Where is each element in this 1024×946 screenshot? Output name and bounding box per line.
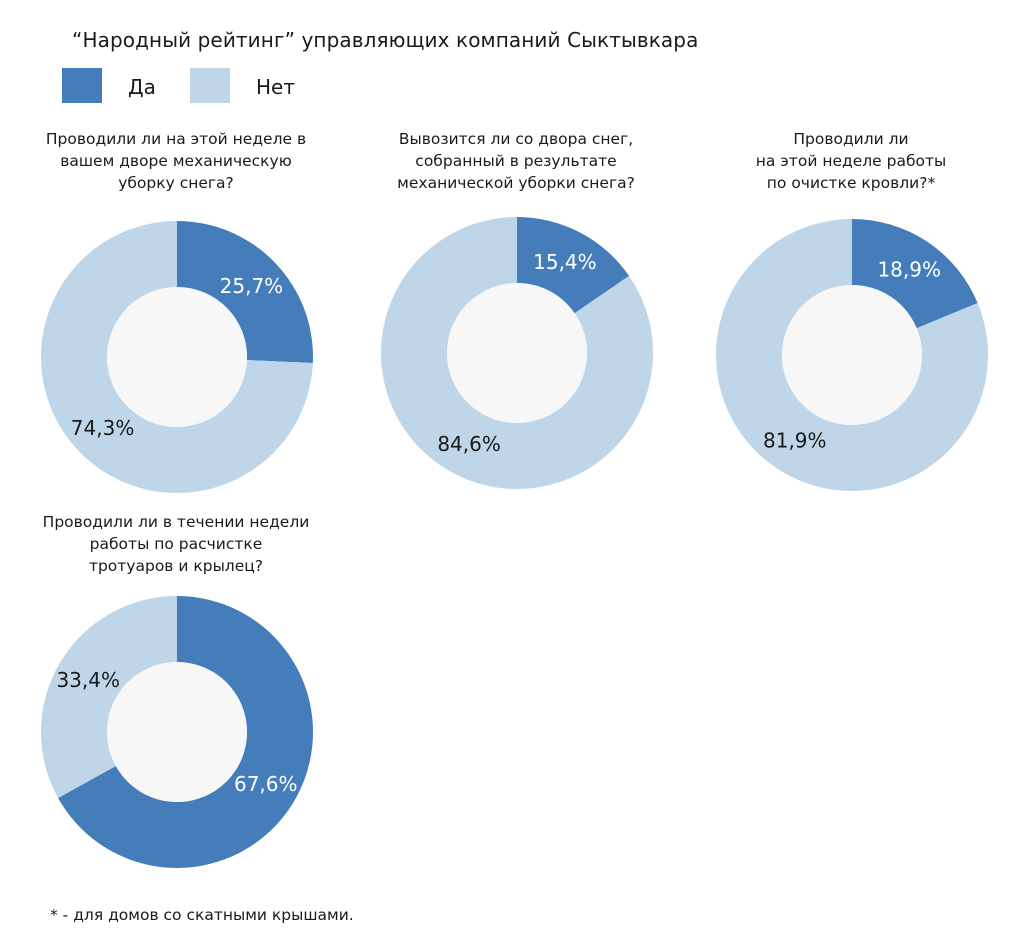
chart-question-2: Вывозится ли со двора снег, собранный в … xyxy=(366,128,666,194)
donut-slice-yes xyxy=(177,221,313,363)
donut-slice-yes xyxy=(58,596,313,868)
chart-question-4: Проводили ли в течении недели работы по … xyxy=(26,511,326,577)
chart-question-line: Вывозится ли со двора снег, xyxy=(398,130,634,148)
data-label-no: 84,6% xyxy=(437,432,501,456)
donut-chart-4: Проводили ли в течении недели работы по … xyxy=(26,511,326,881)
donut-chart-3: Проводили ли на этой неделе работы по оч… xyxy=(701,128,1001,498)
donut-slice-no xyxy=(381,217,653,489)
chart-question-line: Проводили ли xyxy=(793,130,909,148)
donut-hole xyxy=(107,662,247,802)
chart-question-line: уборку снега? xyxy=(118,174,234,192)
donut-svg-2: 15,4% 84,6% xyxy=(381,217,653,489)
donut-slice-no xyxy=(716,219,988,491)
donut-hole xyxy=(782,285,922,425)
data-label-yes: 67,6% xyxy=(234,772,298,796)
chart-question-3: Проводили ли на этой неделе работы по оч… xyxy=(701,128,1001,194)
donut-svg-4: 67,6% 33,4% xyxy=(40,596,313,868)
donut-slice-no xyxy=(40,221,313,493)
legend-swatch-no xyxy=(190,68,230,103)
data-label-no: 74,3% xyxy=(71,416,135,440)
chart-question-line: Проводили ли в течении недели xyxy=(42,513,310,531)
footnote: * - для домов со скатными крышами. xyxy=(50,906,354,924)
donut-slice-yes xyxy=(852,219,978,329)
donut-chart-1: Проводили ли на этой неделе в вашем двор… xyxy=(26,128,326,498)
data-label-no: 33,4% xyxy=(56,668,120,692)
chart-question-line: Проводили ли на этой неделе в xyxy=(45,130,307,148)
data-label-yes: 18,9% xyxy=(877,257,941,281)
legend-swatch-yes xyxy=(62,68,102,103)
donut-slice-no xyxy=(40,596,177,799)
donut-svg-3: 18,9% 81,9% xyxy=(716,219,988,491)
donut-slice-yes xyxy=(517,217,630,314)
legend-label-no: Нет xyxy=(256,75,295,99)
chart-question-line: работы по расчистке xyxy=(89,535,263,553)
donut-hole xyxy=(107,287,247,427)
chart-question-line: собранный в результате xyxy=(415,152,617,170)
legend-label-yes: Да xyxy=(128,75,156,99)
chart-question-line: вашем дворе механическую xyxy=(60,152,292,170)
data-label-yes: 25,7% xyxy=(220,274,284,298)
chart-title: “Народный рейтинг” управляющих компаний … xyxy=(72,28,699,52)
chart-question-line: тротуаров и крылец? xyxy=(88,557,264,575)
data-label-no: 81,9% xyxy=(763,429,827,453)
chart-question-line: механической уборки снега? xyxy=(397,174,635,192)
data-label-yes: 15,4% xyxy=(533,250,597,274)
chart-question-line: на этой неделе работы xyxy=(755,152,947,170)
donut-hole xyxy=(447,283,587,423)
chart-question-line: по очистке кровли?* xyxy=(766,174,936,192)
donut-chart-2: Вывозится ли со двора снег, собранный в … xyxy=(366,128,666,498)
donut-svg-1: 25,7% 74,3% xyxy=(40,221,313,493)
chart-question-1: Проводили ли на этой неделе в вашем двор… xyxy=(26,128,326,194)
